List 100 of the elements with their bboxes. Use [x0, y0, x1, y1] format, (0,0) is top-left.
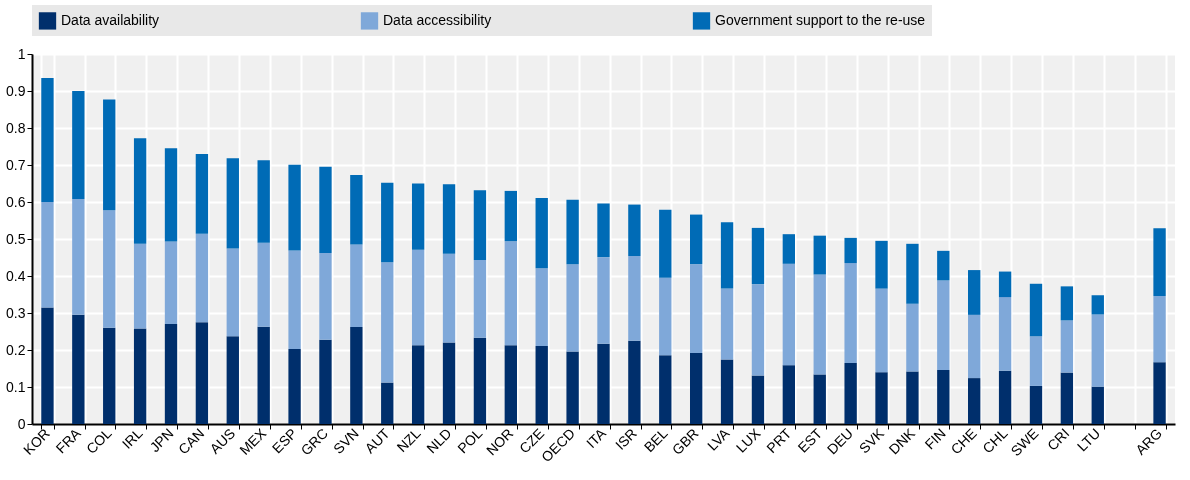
- legend-label: Data availability: [61, 11, 160, 28]
- bar: [257, 242, 270, 327]
- bar: [164, 241, 178, 325]
- bar: [411, 183, 425, 250]
- bar: [937, 250, 950, 281]
- bar: [442, 342, 456, 424]
- bar: [875, 240, 888, 289]
- y-tick-label: 0.3: [6, 304, 26, 321]
- bar: [381, 262, 394, 383]
- bar: [1060, 286, 1074, 321]
- bar: [133, 138, 147, 244]
- bar: [690, 214, 703, 265]
- bar: [968, 378, 981, 424]
- bar: [288, 164, 301, 251]
- bar: [195, 153, 209, 234]
- bar: [41, 202, 54, 308]
- bar: [103, 99, 116, 211]
- x-tick-label: BEL: [640, 424, 671, 456]
- bar: [257, 160, 270, 243]
- bar: [41, 307, 54, 424]
- bar: [288, 250, 301, 349]
- bar: [350, 244, 363, 328]
- x-tick-label: ITA: [582, 424, 610, 452]
- bar: [597, 203, 610, 258]
- bar: [504, 190, 517, 242]
- bar: [782, 263, 796, 366]
- bar: [720, 359, 734, 424]
- bar: [442, 184, 456, 254]
- bar: [998, 271, 1012, 298]
- bar: [628, 204, 641, 257]
- bar: [535, 197, 548, 269]
- bar: [813, 374, 826, 424]
- bar: [751, 375, 765, 424]
- bar: [164, 324, 178, 424]
- x-tick-label: LVA: [703, 424, 733, 454]
- bar: [535, 268, 548, 346]
- bar: [844, 263, 857, 363]
- x-tick-label: CRI: [1043, 425, 1073, 454]
- bar: [690, 264, 703, 353]
- y-tick-label: 0.8: [6, 119, 26, 136]
- bar: [319, 166, 332, 254]
- bar: [1060, 372, 1074, 424]
- bar: [659, 355, 672, 424]
- bar: [844, 362, 857, 424]
- bar: [411, 249, 425, 346]
- x-tick-label: COL: [83, 424, 115, 457]
- bar: [226, 158, 239, 249]
- y-tick-label: 0.2: [6, 341, 26, 358]
- bar: [813, 235, 826, 275]
- bar: [937, 369, 950, 424]
- bar: [195, 233, 209, 323]
- bar: [597, 343, 610, 424]
- bar: [813, 274, 826, 375]
- bar: [1060, 320, 1074, 373]
- bar: [659, 277, 672, 356]
- y-tick-label: 0: [17, 415, 26, 432]
- x-tick-label: IRL: [118, 424, 146, 452]
- bar: [350, 327, 363, 424]
- bar: [1029, 283, 1043, 337]
- bar: [72, 91, 85, 200]
- bar: [257, 326, 270, 424]
- bar: [751, 227, 765, 285]
- y-tick-label: 0.7: [6, 156, 26, 173]
- bar: [1091, 314, 1104, 387]
- bar: [1029, 336, 1043, 386]
- y-tick-label: 0.1: [6, 378, 26, 395]
- bar: [998, 297, 1012, 371]
- legend-label: Data accessibility: [383, 11, 492, 28]
- bar: [1091, 295, 1104, 315]
- bar: [133, 328, 147, 424]
- bar: [41, 78, 54, 202]
- bar: [226, 248, 239, 337]
- bar: [195, 322, 209, 424]
- bar: [628, 340, 641, 424]
- bar: [659, 209, 672, 278]
- bar: [1153, 295, 1166, 363]
- bar: [504, 241, 517, 346]
- bar: [751, 284, 765, 376]
- bar: [566, 199, 579, 265]
- bar: [906, 371, 919, 424]
- bar: [720, 288, 734, 360]
- bar: [226, 336, 239, 424]
- bar: [906, 243, 919, 304]
- bar: [875, 288, 888, 373]
- bar: [473, 190, 487, 261]
- bar: [72, 314, 85, 424]
- bar: [381, 182, 394, 263]
- bar: [1029, 385, 1043, 424]
- bar: [1091, 386, 1104, 424]
- x-tick-label: ISR: [612, 425, 640, 453]
- y-tick-label: 0.6: [6, 193, 26, 210]
- bar: [875, 372, 888, 424]
- bar: [968, 270, 981, 315]
- bar: [566, 264, 579, 352]
- bar: [103, 210, 116, 328]
- bar: [566, 351, 579, 424]
- bar: [906, 303, 919, 372]
- y-tick-label: 0.5: [6, 230, 26, 247]
- bar: [473, 260, 487, 338]
- x-tick-label: FIN: [921, 425, 949, 453]
